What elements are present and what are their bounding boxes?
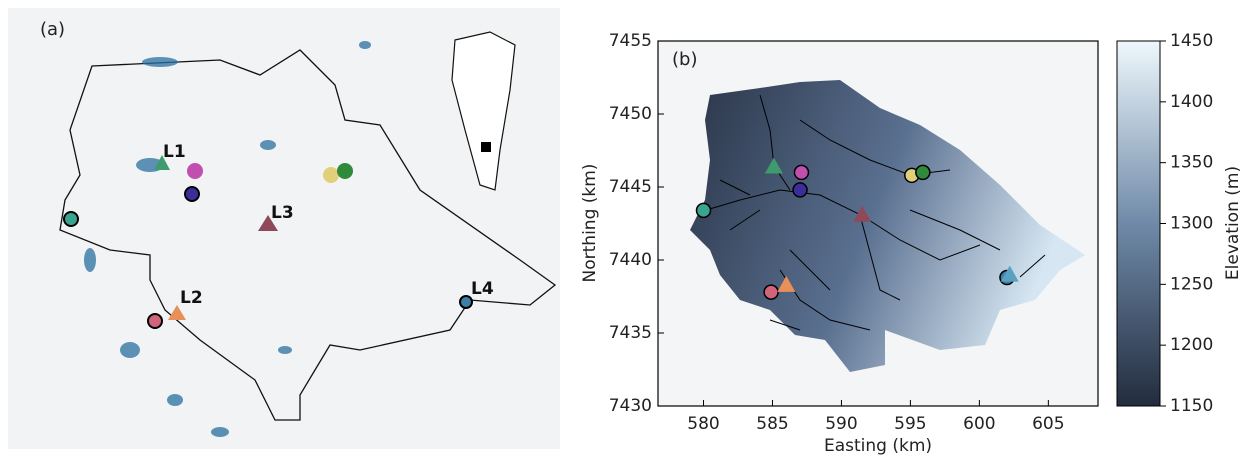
y-tick-label: 7430 — [609, 396, 652, 416]
x-tick-label: 580 — [687, 414, 719, 434]
lake-label: L4 — [471, 279, 494, 299]
colorbar-tick-label: 1250 — [1170, 274, 1213, 294]
colorbar-tick-label: 1450 — [1170, 31, 1213, 51]
site-marker — [337, 163, 353, 179]
colorbar-tick-label: 1350 — [1170, 153, 1213, 173]
x-tick-label: 600 — [963, 414, 995, 434]
y-tick-label: 7440 — [609, 250, 652, 270]
site-marker — [793, 183, 807, 197]
colorbar — [1117, 41, 1160, 406]
site-marker — [323, 167, 339, 183]
x-tick-label: 590 — [825, 414, 857, 434]
colorbar-tick-label: 1300 — [1170, 214, 1213, 234]
y-tick-label: 7455 — [609, 31, 652, 51]
site-marker — [148, 314, 162, 328]
site-marker — [187, 163, 203, 179]
lake-label: L3 — [271, 203, 294, 223]
site-marker — [697, 203, 711, 217]
y-tick-label: 7450 — [609, 104, 652, 124]
colorbar-tick-label: 1200 — [1170, 335, 1213, 355]
x-tick-label: 595 — [894, 414, 926, 434]
y-axis-label: Northing (km) — [580, 164, 600, 283]
panel-a: (a) L1 L2 L3 L4 — [8, 8, 560, 449]
lake-label: L1 — [163, 142, 186, 162]
x-tick-label: 585 — [756, 414, 788, 434]
site-marker — [916, 165, 930, 179]
panel-label: (b) — [672, 49, 697, 70]
site-marker — [185, 187, 199, 201]
panel-label: (a) — [40, 19, 65, 40]
site-marker — [764, 285, 778, 299]
colorbar-tick-label: 1400 — [1170, 92, 1213, 112]
figure: (a) L1 L2 L3 L4 (b) Easting (km) Northin… — [0, 0, 1245, 457]
x-tick-label: 605 — [1032, 414, 1064, 434]
site-marker — [64, 212, 78, 226]
colorbar-label: Elevation (m) — [1223, 166, 1243, 280]
site-marker — [794, 165, 808, 179]
y-tick-label: 7435 — [609, 323, 652, 343]
panel-b: (b) Easting (km) Northing (km) Elevation… — [580, 41, 1243, 456]
inset-marker — [481, 142, 491, 152]
y-tick-label: 7445 — [609, 177, 652, 197]
lake-label: L2 — [180, 288, 203, 308]
colorbar-tick-label: 1150 — [1170, 396, 1213, 416]
x-axis-label: Easting (km) — [824, 436, 932, 456]
